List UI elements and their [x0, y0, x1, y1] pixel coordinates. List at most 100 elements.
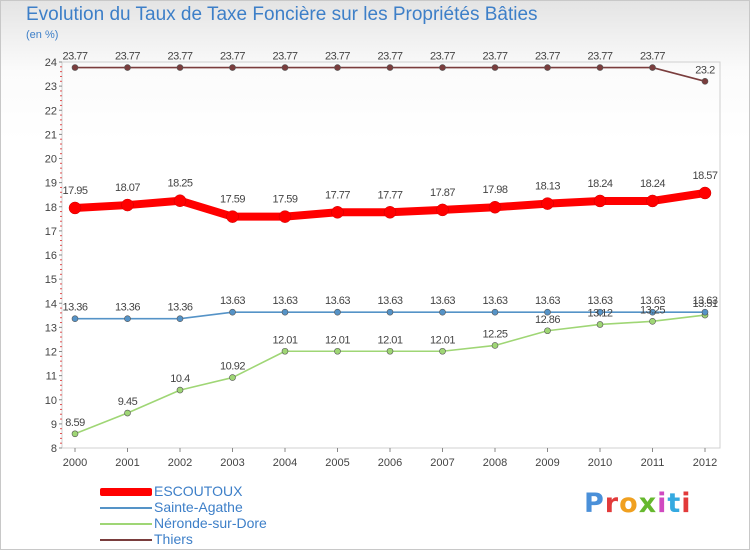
data-label-thiers: 23.77 [587, 51, 612, 63]
data-label-neronde-sur-dore: 12.01 [377, 334, 402, 346]
data-point-sainte-agathe [544, 308, 551, 316]
y-tick-label: 19 [45, 178, 57, 190]
data-label-thiers: 23.77 [272, 51, 297, 63]
logo-letter: i [657, 488, 668, 519]
data-point-neronde-sur-dore [229, 374, 236, 381]
data-point-escoutoux [226, 210, 239, 223]
logo-letter: P [584, 488, 605, 519]
data-label-neronde-sur-dore: 12.01 [272, 334, 297, 346]
y-tick-label: 17 [45, 226, 57, 238]
data-point-thiers [649, 64, 656, 71]
y-tick-label: 8 [51, 443, 57, 455]
logo-letter: x [638, 488, 658, 519]
data-label-escoutoux: 18.57 [692, 170, 717, 182]
legend-label-neronde-sur-dore: Néronde-sur-Dore [154, 515, 267, 531]
data-point-neronde-sur-dore [334, 347, 341, 355]
x-tick-label: 2003 [220, 457, 244, 469]
y-tick-label: 15 [45, 274, 57, 286]
data-point-escoutoux [436, 203, 449, 217]
y-tick-label: 10 [45, 395, 57, 407]
data-label-escoutoux: 18.24 [587, 178, 612, 190]
data-point-thiers [334, 64, 341, 71]
data-point-neronde-sur-dore [596, 321, 604, 328]
data-label-escoutoux: 17.59 [220, 194, 245, 206]
chart-title: Evolution du Taux de Taxe Foncière sur l… [26, 4, 538, 25]
y-tick-label: 23 [45, 81, 57, 93]
x-tick-label: 2011 [641, 457, 665, 469]
data-label-thiers: 23.77 [482, 51, 507, 63]
legend-swatch-sainte-agathe [100, 507, 152, 509]
x-tick-label: 2010 [588, 457, 612, 469]
data-label-sainte-agathe: 13.63 [325, 295, 350, 307]
data-label-neronde-sur-dore: 12.86 [535, 314, 560, 326]
x-tick-label: 2007 [430, 457, 454, 469]
data-label-thiers: 23.77 [115, 51, 140, 63]
data-label-neronde-sur-dore: 13.25 [640, 304, 665, 316]
unit-label: (en %) [26, 29, 59, 41]
data-label-escoutoux: 17.95 [62, 185, 87, 197]
logo-letter: t [667, 488, 682, 519]
data-label-escoutoux: 18.13 [535, 181, 560, 193]
plot-area [61, 61, 721, 449]
data-point-sainte-agathe [491, 308, 499, 316]
data-point-thiers [124, 64, 131, 71]
x-tick-label: 2004 [273, 457, 297, 469]
data-label-sainte-agathe: 13.36 [115, 302, 140, 314]
data-label-escoutoux: 17.98 [482, 184, 507, 196]
data-label-escoutoux: 17.59 [272, 194, 297, 206]
data-label-sainte-agathe: 13.63 [535, 295, 560, 307]
data-point-escoutoux [488, 200, 502, 214]
logo-letter: o [619, 488, 639, 519]
data-label-thiers: 23.77 [430, 51, 455, 63]
data-label-neronde-sur-dore: 12.01 [430, 334, 455, 346]
data-label-neronde-sur-dore: 12.25 [482, 328, 507, 340]
x-tick-label: 2001 [115, 457, 139, 469]
y-tick-label: 14 [45, 298, 57, 310]
x-tick-label: 2005 [325, 457, 349, 469]
logo-letter: r [604, 488, 620, 519]
data-label-sainte-agathe: 13.63 [587, 295, 612, 307]
data-point-escoutoux [278, 210, 292, 223]
data-point-neronde-sur-dore [281, 347, 289, 355]
data-point-sainte-agathe [701, 308, 709, 316]
data-point-thiers [281, 64, 289, 71]
data-label-thiers: 23.77 [325, 51, 350, 63]
data-point-thiers [491, 64, 499, 71]
proxiti-logo: Proxiti [584, 488, 692, 519]
y-tick-label: 16 [45, 250, 57, 262]
data-label-neronde-sur-dore: 13.51 [692, 298, 717, 310]
x-tick-label: 2012 [693, 457, 717, 469]
y-tick-label: 18 [45, 202, 57, 214]
data-point-escoutoux [121, 198, 134, 212]
data-point-neronde-sur-dore [124, 409, 131, 417]
data-label-sainte-agathe: 13.63 [640, 295, 665, 307]
x-tick-label: 2008 [483, 457, 507, 469]
data-point-thiers [71, 64, 79, 71]
data-point-sainte-agathe [71, 315, 79, 322]
data-label-escoutoux: 17.77 [325, 189, 350, 201]
data-label-neronde-sur-dore: 10.92 [220, 361, 245, 373]
data-point-thiers [544, 64, 551, 71]
data-point-sainte-agathe [334, 308, 341, 316]
x-tick-label: 2000 [63, 457, 87, 469]
data-label-sainte-agathe: 13.63 [272, 295, 297, 307]
data-label-sainte-agathe: 13.63 [482, 295, 507, 307]
data-point-neronde-sur-dore [439, 347, 446, 355]
data-point-sainte-agathe [596, 308, 604, 316]
data-label-thiers: 23.77 [167, 51, 192, 63]
data-point-escoutoux [68, 201, 82, 215]
data-label-sainte-agathe: 13.36 [167, 302, 192, 314]
data-label-thiers: 23.2 [695, 64, 715, 76]
y-tick-label: 21 [45, 129, 57, 141]
data-point-sainte-agathe [229, 308, 236, 316]
data-label-neronde-sur-dore: 12.01 [325, 334, 350, 346]
data-point-escoutoux [593, 194, 607, 208]
y-tick-label: 9 [51, 419, 57, 431]
data-point-neronde-sur-dore [71, 430, 79, 438]
data-point-escoutoux [173, 194, 187, 207]
data-point-escoutoux [331, 206, 344, 219]
data-label-thiers: 23.77 [640, 51, 665, 63]
legend-swatch-escoutoux [100, 488, 152, 496]
data-point-escoutoux [383, 206, 397, 219]
data-point-escoutoux [541, 197, 554, 210]
